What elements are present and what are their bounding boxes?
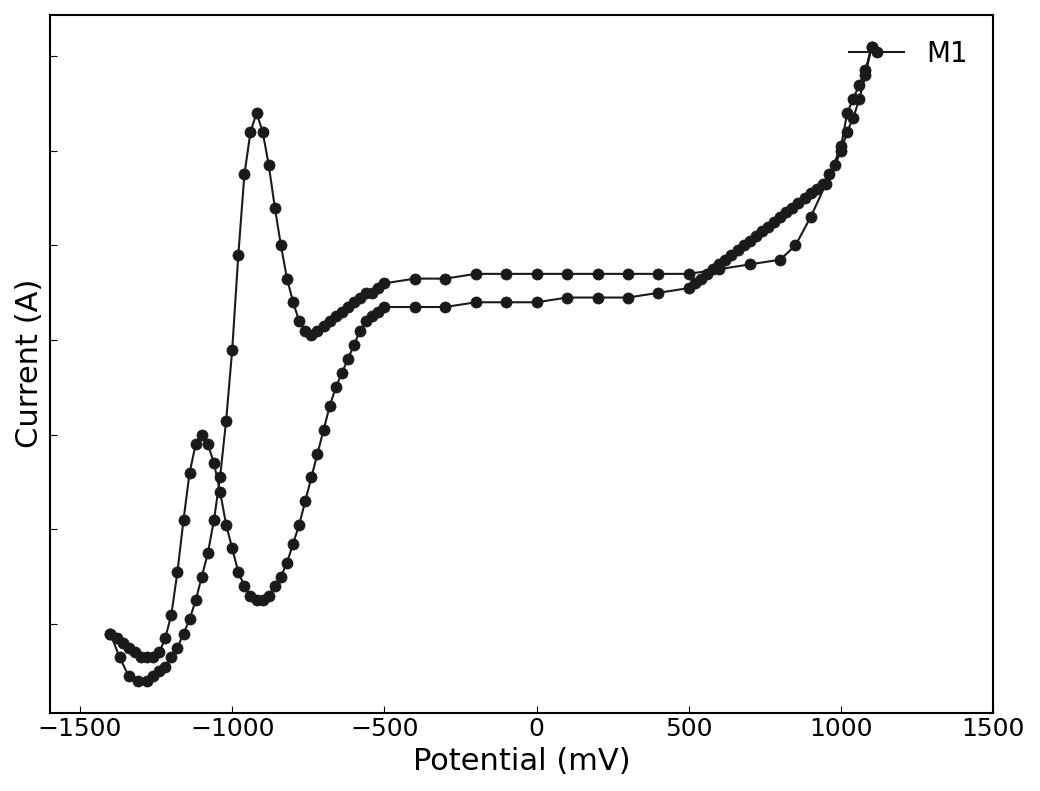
X-axis label: Potential (mV): Potential (mV) [413,747,630,776]
M1 [865,42,878,51]
M1 [262,161,275,170]
M1 [104,629,116,638]
Y-axis label: Current (A): Current (A) [15,279,44,448]
M1 [104,629,116,638]
M1 [682,269,695,278]
Line: M1: M1 [105,41,877,687]
Legend: M1: M1 [838,29,980,79]
M1 [354,293,366,302]
M1 [469,297,482,307]
M1 [561,293,573,302]
M1 [132,676,145,686]
M1 [153,667,165,676]
